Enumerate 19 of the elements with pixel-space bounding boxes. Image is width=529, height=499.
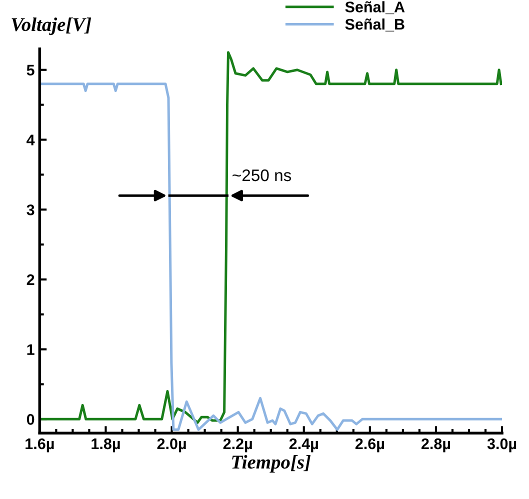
y-tick-label: 0 [26,414,34,425]
y-tick-label: 3 [26,204,34,216]
x-tick-label: 2.4µ [289,438,318,452]
x-tick-label: 3.0µ [487,438,516,452]
x-tick-label: 2.6µ [355,438,384,452]
x-tick-label: 2.2µ [223,438,252,452]
x-tick-label: 1.8µ [92,438,120,452]
y-tick-label: 1 [27,344,34,355]
x-axis-title: Tiempo[s] [232,455,310,473]
x-tick-label: 1.6µ [26,438,54,452]
legend-label: Señal_A [345,1,405,14]
annotation: ~250 ns [232,169,292,182]
y-tick-label: 4 [26,134,35,146]
legend-label: Señal_B [345,18,404,32]
x-tick-label: 2.0µ [157,438,186,452]
y-tick-label: 2 [26,274,34,285]
y-axis-title: Voltaje[V] [12,17,92,36]
y-tick-label: 5 [26,64,34,76]
x-tick-label: 2.8µ [421,438,450,452]
